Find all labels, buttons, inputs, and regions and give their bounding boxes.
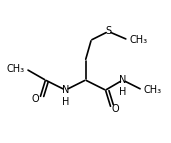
Text: CH₃: CH₃ [143, 85, 162, 95]
Text: CH₃: CH₃ [7, 64, 25, 74]
Text: O: O [112, 104, 120, 114]
Text: N: N [62, 85, 69, 95]
Text: S: S [105, 26, 111, 36]
Text: CH₃: CH₃ [129, 35, 147, 45]
Text: H: H [62, 97, 69, 107]
Text: N: N [119, 75, 126, 85]
Text: O: O [31, 94, 39, 104]
Text: H: H [119, 87, 126, 97]
